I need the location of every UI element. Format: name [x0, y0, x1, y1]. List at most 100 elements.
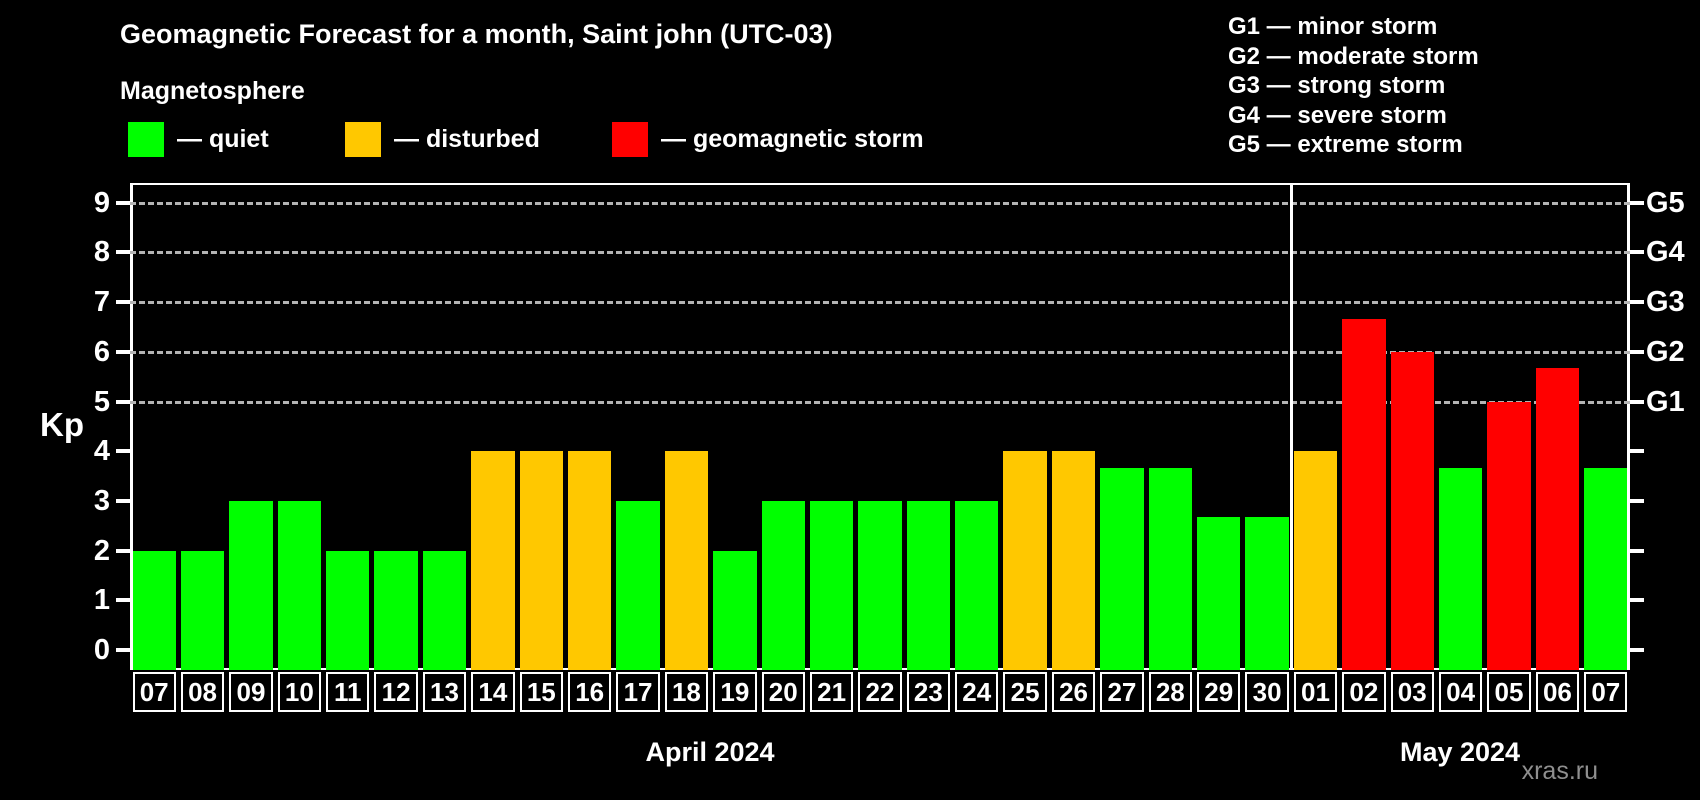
gridline-kp8 — [130, 251, 1630, 255]
gridline-kp9 — [130, 201, 1630, 205]
day-label-box-april-14: 14 — [471, 672, 515, 712]
kp-bar-april-27 — [1100, 467, 1144, 670]
y-tick-label-4: 4 — [93, 435, 110, 468]
day-label-box-may-07: 07 — [1584, 672, 1628, 712]
day-label-box-may-04: 04 — [1438, 672, 1483, 712]
kp-bar-april-22 — [858, 500, 902, 670]
g-legend-item-g5: G5 — extreme storm — [1228, 131, 1463, 158]
page-title: Geomagnetic Forecast for a month, Saint … — [120, 19, 833, 49]
day-label-box-april-16: 16 — [567, 672, 612, 712]
y-tick-4 — [116, 449, 130, 454]
watermark: xras.ru — [1521, 757, 1598, 785]
kp-bar-may-06 — [1535, 368, 1580, 670]
month-label-april: April 2024 — [645, 737, 775, 767]
y-tick-label-9: 9 — [93, 186, 110, 219]
y-tick-label-0: 0 — [93, 634, 110, 666]
day-label-box-may-01: 01 — [1293, 672, 1338, 712]
day-label-box-april-07: 07 — [132, 672, 176, 712]
kp-bar-april-20 — [761, 500, 805, 670]
right-tick-1 — [1630, 598, 1644, 603]
y-tick-9 — [116, 200, 130, 205]
kp-bar-april-25 — [1003, 451, 1047, 670]
day-label-box-april-30: 30 — [1245, 672, 1289, 712]
month-label-may: May 2024 — [1399, 737, 1521, 767]
y-tick-8 — [116, 250, 130, 255]
day-label-box-may-05: 05 — [1487, 672, 1531, 712]
kp-bar-may-07 — [1584, 467, 1628, 670]
g-legend-item-g3: G3 — strong storm — [1228, 72, 1446, 99]
plot-area — [130, 183, 1630, 670]
storm-color-swatch — [612, 121, 648, 157]
day-label-box-april-22: 22 — [858, 672, 902, 712]
day-label-box-april-13: 13 — [422, 672, 467, 712]
kp-bar-april-15 — [519, 451, 563, 670]
g-tick-label-g5: G5 — [1646, 186, 1685, 219]
gridline-kp5 — [130, 400, 1630, 404]
day-label-box-april-20: 20 — [761, 672, 805, 712]
kp-bar-april-21 — [809, 500, 854, 670]
gridline-kp7 — [130, 301, 1630, 305]
kp-bar-april-13 — [422, 550, 467, 670]
kp-bar-april-09 — [229, 500, 273, 670]
kp-bar-april-26 — [1051, 451, 1096, 670]
day-label-box-april-28: 28 — [1148, 672, 1192, 712]
day-label-box-april-24: 24 — [955, 672, 999, 712]
kp-bar-april-10 — [277, 500, 322, 670]
legend-item-storm: — geomagnetic storm — [612, 121, 924, 157]
legend-label-storm: — geomagnetic storm — [661, 124, 924, 153]
y-tick-label-7: 7 — [93, 286, 110, 319]
legend-item-quiet: — quiet — [128, 121, 269, 157]
kp-bar-april-23 — [906, 500, 951, 670]
day-label-box-may-02: 02 — [1342, 672, 1386, 712]
y-axis-label: Kp — [40, 406, 84, 443]
day-label-box-april-12: 12 — [374, 672, 418, 712]
day-label-box-april-15: 15 — [519, 672, 563, 712]
day-label-box-april-18: 18 — [664, 672, 709, 712]
day-label-box-may-03: 03 — [1390, 672, 1434, 712]
day-label-box-april-25: 25 — [1003, 672, 1047, 712]
y-tick-1 — [116, 598, 130, 603]
day-label-box-april-08: 08 — [180, 672, 225, 712]
disturbed-color-swatch — [345, 121, 381, 157]
g-tick-label-g2: G2 — [1646, 335, 1685, 368]
kp-bar-april-24 — [955, 500, 999, 670]
g-legend-item-g4: G4 — severe storm — [1228, 101, 1447, 129]
g-tick-label-g4: G4 — [1646, 236, 1685, 269]
day-label-box-april-10: 10 — [277, 672, 322, 712]
g-legend-item-g1: G1 — minor storm — [1228, 13, 1438, 40]
y-tick-label-8: 8 — [93, 236, 110, 269]
day-label-box-april-29: 29 — [1197, 672, 1241, 712]
y-tick-5 — [116, 399, 130, 404]
g-tick-label-g1: G1 — [1646, 385, 1685, 418]
day-label-box-april-17: 17 — [616, 672, 660, 712]
right-tick-6 — [1630, 349, 1644, 354]
kp-bar-april-29 — [1197, 517, 1241, 670]
month-separator — [1289, 183, 1293, 670]
kp-bar-april-30 — [1245, 517, 1289, 670]
right-tick-9 — [1630, 200, 1644, 205]
kp-bar-may-02 — [1342, 318, 1386, 670]
top-frame-line — [130, 183, 1630, 185]
y-tick-label-3: 3 — [93, 484, 110, 517]
y-tick-3 — [116, 498, 130, 503]
day-label-box-april-26: 26 — [1051, 672, 1096, 712]
right-tick-7 — [1630, 300, 1644, 305]
right-tick-5 — [1630, 399, 1644, 404]
right-tick-3 — [1630, 498, 1644, 503]
y-tick-7 — [116, 300, 130, 305]
y-tick-6 — [116, 349, 130, 354]
chart-subtitle: Magnetosphere — [120, 77, 305, 105]
quiet-color-swatch — [128, 121, 164, 157]
kp-bar-april-12 — [374, 550, 418, 670]
x-axis-day-labels: 07 08 09 10 11 12 13 14 15 16 17 18 19 20 21 22 23 24 25 26… — [130, 672, 1630, 714]
kp-bar-april-28 — [1148, 467, 1192, 670]
right-tick-0 — [1630, 648, 1644, 652]
kp-bar-april-17 — [616, 500, 660, 670]
kp-bar-may-05 — [1487, 401, 1531, 670]
y-tick-label-1: 1 — [93, 584, 110, 617]
y-tick-2 — [116, 548, 130, 553]
kp-bar-may-01 — [1293, 451, 1338, 670]
y-tick-label-6: 6 — [93, 335, 110, 368]
right-tick-4 — [1630, 449, 1644, 454]
